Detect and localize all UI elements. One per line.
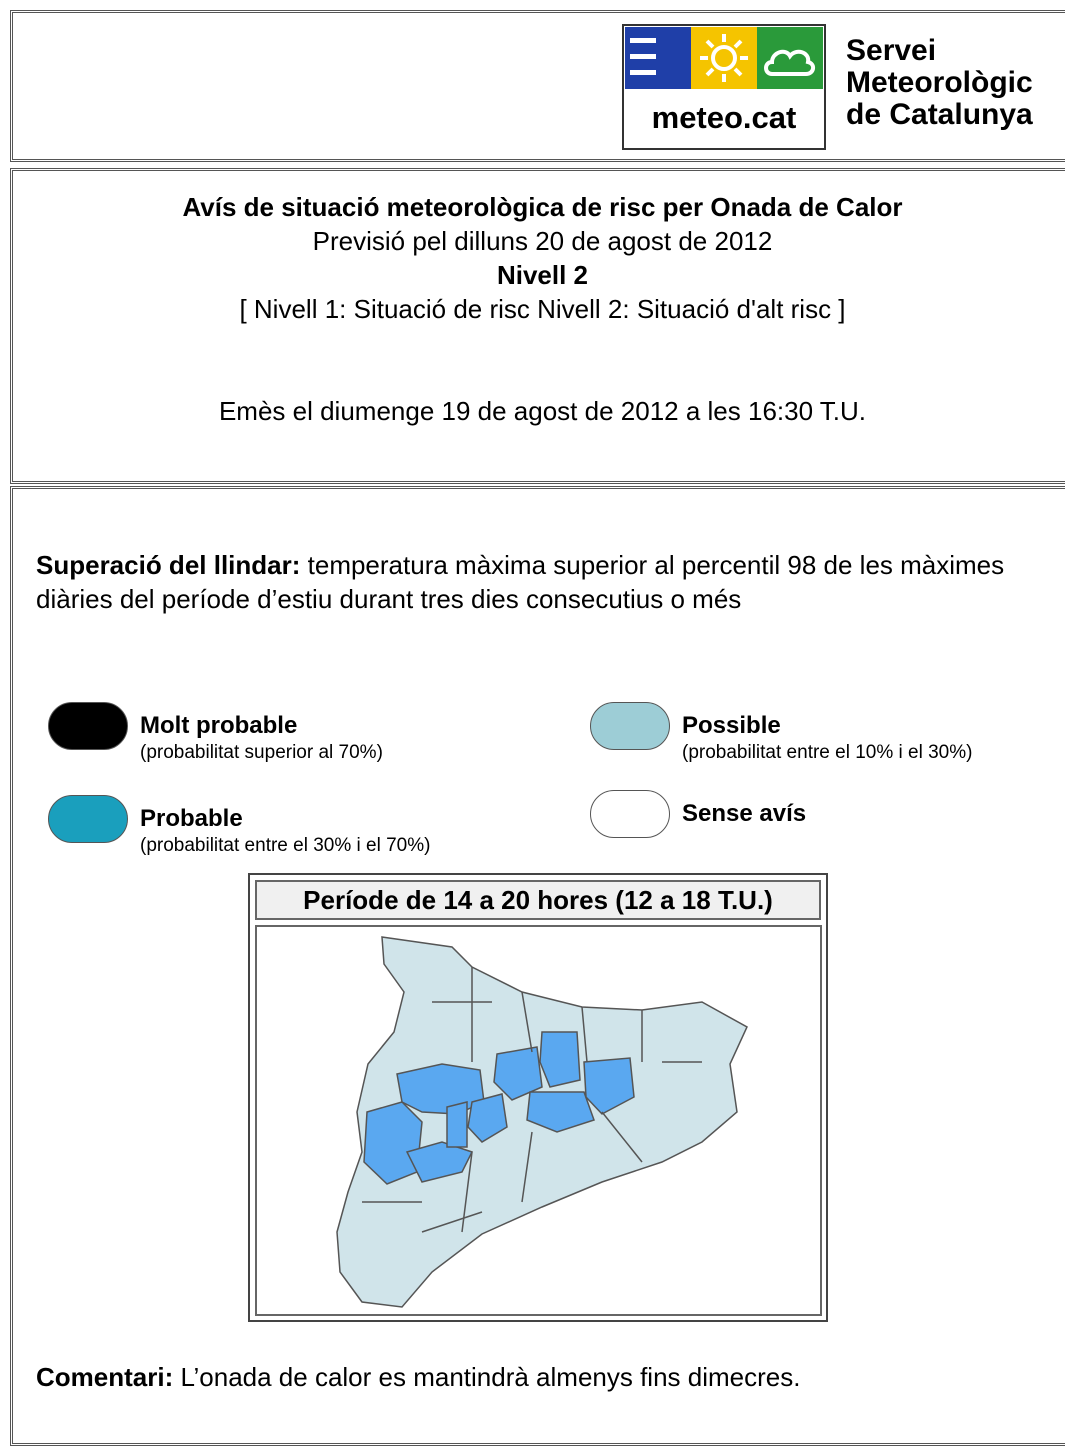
notice-title: Avís de situació meteorològica de risc p… (182, 192, 903, 222)
legend-note: (probabilitat entre el 30% i el 70%) (140, 835, 431, 856)
notice-box (10, 168, 1065, 484)
comment: Comentari: L’onada de calor es mantindrà… (36, 1362, 800, 1393)
threshold: Superació del llindar: temperatura màxim… (36, 548, 1026, 616)
levels-key: [ Nivell 1: Situació de risc Nivell 2: S… (239, 294, 846, 324)
legend-swatch (48, 795, 128, 843)
org-line: Meteorològic (846, 66, 1033, 99)
legend-name: Possible (682, 712, 781, 739)
forecast: Previsió pel dilluns 20 de agost de 2012 (312, 226, 773, 256)
comment-text: L’onada de calor es mantindrà almenys fi… (173, 1362, 801, 1392)
map (255, 925, 822, 1316)
threshold-text: temperatura màxima superior al percentil… (36, 550, 1005, 614)
header-box (10, 10, 1065, 162)
legend-name: Molt probable (140, 712, 298, 739)
legend-note: (probabilitat superior al 70%) (140, 742, 383, 763)
level: Nivell 2 (496, 260, 589, 290)
logo-text: meteo.cat (652, 100, 797, 135)
map-frame (248, 873, 828, 1322)
legend-swatch (590, 702, 670, 750)
map-title: Període de 14 a 20 hores (12 a 18 T.U.) (255, 880, 821, 920)
legend-note: (probabilitat entre el 10% i el 30%) (682, 742, 973, 763)
legend-swatch (48, 702, 128, 750)
comment-label: Comentari: (36, 1362, 174, 1392)
threshold-label: Superació del llindar: (36, 550, 301, 580)
legend-name: Sense avís (682, 800, 807, 827)
org-line: Servei (846, 34, 937, 67)
legend-swatch (590, 790, 670, 838)
logo: meteo.cat (622, 24, 826, 150)
legend-name: Probable (140, 805, 243, 832)
issued: Emès el diumenge 19 de agost de 2012 a l… (218, 396, 867, 426)
org-line: de Catalunya (846, 98, 1033, 131)
org-name: Servei Meteorològic de Catalunya (846, 35, 1033, 131)
